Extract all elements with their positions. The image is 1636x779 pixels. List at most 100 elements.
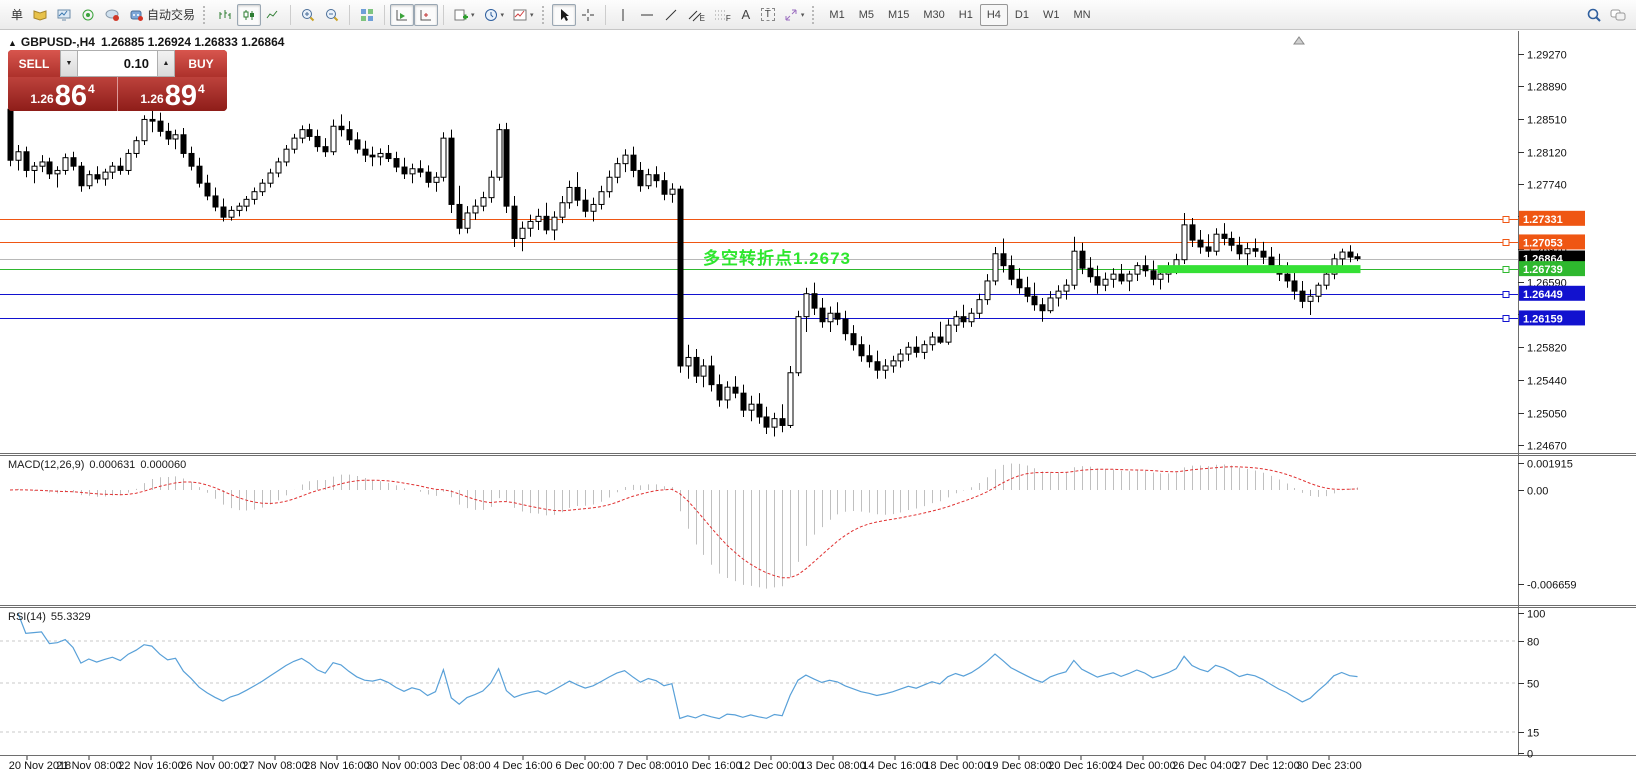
- tab-timeframe-d1[interactable]: D1: [1014, 8, 1029, 21]
- fibonacci-tool-button[interactable]: F: [709, 4, 735, 26]
- volume-increase-button[interactable]: ▲: [157, 50, 175, 77]
- buy-button[interactable]: BUY: [175, 50, 227, 77]
- data-window-icon[interactable]: [52, 4, 76, 26]
- label-tool-button[interactable]: T: [757, 4, 779, 26]
- templates-button[interactable]: ▾: [508, 4, 538, 26]
- tab-timeframe-m5[interactable]: M5: [858, 8, 874, 21]
- candle-body: [748, 403, 755, 411]
- channel-tool-button[interactable]: E: [683, 4, 709, 26]
- price-line-chip-label: 1.27053: [1523, 237, 1563, 249]
- candle-body: [172, 134, 179, 140]
- candle-body: [1307, 295, 1314, 302]
- candle-body: [251, 191, 258, 200]
- crosshair-tool-button[interactable]: [576, 4, 600, 26]
- highlight-zone[interactable]: [1157, 265, 1361, 274]
- volume-input[interactable]: 0.10: [78, 50, 157, 77]
- candle-body: [1094, 276, 1101, 286]
- candle-body: [393, 158, 400, 168]
- tab-timeframe-h4[interactable]: H4: [979, 3, 1008, 26]
- candle-body: [291, 137, 298, 150]
- buy-price-sup: 4: [197, 82, 205, 96]
- trendline-tool-button[interactable]: [659, 4, 683, 26]
- candle-body: [756, 403, 763, 418]
- candle-body: [204, 182, 211, 197]
- candle-body: [858, 344, 865, 357]
- rsi-line: [17, 612, 1358, 720]
- community-chat-icon[interactable]: [1606, 4, 1630, 26]
- add-indicator-button[interactable]: ▾: [449, 4, 479, 26]
- tab-timeframe-h1[interactable]: H1: [958, 8, 973, 21]
- price-tick-label: 1.25440: [1527, 376, 1567, 388]
- candlestick-mode-button[interactable]: [237, 3, 262, 26]
- time-axis-label: 6 Dec 00:00: [555, 760, 614, 772]
- line-drag-handle[interactable]: [1502, 315, 1510, 322]
- chart-shift-marker[interactable]: [1293, 36, 1305, 45]
- horizontal-line-tool-button[interactable]: [635, 4, 659, 26]
- tile-windows-button[interactable]: [355, 4, 379, 26]
- autotrading-button[interactable]: 自动交易: [124, 4, 199, 26]
- text-tool-button[interactable]: A: [741, 7, 751, 22]
- buy-price-display[interactable]: 1.26 89 4: [118, 77, 227, 111]
- zoom-in-button[interactable]: [296, 4, 320, 26]
- candle-body: [180, 134, 187, 154]
- candle-body: [39, 161, 46, 167]
- chart-symbol-label: GBPUSD-,H4: [20, 35, 95, 49]
- candle-body: [314, 135, 321, 148]
- line-drag-handle[interactable]: [1502, 266, 1510, 273]
- candle-body: [330, 125, 337, 153]
- candle-body: [141, 118, 148, 142]
- tab-timeframe-m1[interactable]: M1: [829, 8, 845, 21]
- candle-body: [1189, 224, 1196, 241]
- search-icon[interactable]: [1582, 4, 1606, 26]
- tab-timeframe-w1[interactable]: W1: [1042, 8, 1060, 21]
- rsi-tick-label: 15: [1527, 728, 1539, 740]
- candle-body: [496, 129, 503, 178]
- bar-chart-mode-button[interactable]: [213, 4, 237, 26]
- candle-body: [740, 392, 747, 411]
- dropdown-caret-icon: ▾: [471, 11, 475, 19]
- price-line-chip-label: 1.27331: [1523, 214, 1563, 226]
- navigator-icon[interactable]: [76, 4, 100, 26]
- candle-body: [669, 188, 676, 195]
- market-watch-icon[interactable]: [28, 4, 52, 26]
- chart-annotation[interactable]: 多空转折点1.2673: [703, 249, 851, 268]
- line-drag-handle[interactable]: [1502, 239, 1510, 246]
- tab-timeframe-m30[interactable]: M30: [923, 8, 945, 21]
- candle-body: [905, 346, 912, 355]
- price-tick-label: 1.25820: [1527, 343, 1567, 355]
- market-icon[interactable]: [100, 4, 124, 26]
- channel-sub-label: E: [699, 14, 705, 23]
- volume-decrease-button[interactable]: ▼: [60, 50, 78, 77]
- time-axis-label: 14 Dec 16:00: [862, 760, 927, 772]
- new-order-label: 单: [10, 8, 23, 22]
- line-drag-handle[interactable]: [1502, 216, 1510, 223]
- candle-body: [1299, 290, 1306, 302]
- zoom-out-button[interactable]: [320, 4, 344, 26]
- candle-body: [94, 174, 101, 180]
- collapse-icon[interactable]: ▲: [8, 38, 17, 48]
- cursor-tool-button[interactable]: [551, 3, 576, 26]
- auto-scroll-button[interactable]: [390, 3, 415, 26]
- line-chart-mode-button[interactable]: [261, 4, 285, 26]
- sell-price-display[interactable]: 1.26 86 4: [8, 77, 118, 111]
- sell-button[interactable]: SELL: [8, 50, 60, 77]
- line-drag-handle[interactable]: [1502, 291, 1510, 298]
- periods-button[interactable]: ▾: [479, 4, 509, 26]
- macd-tick-label: 0.001915: [1527, 459, 1573, 471]
- new-order-button[interactable]: 单: [6, 4, 28, 26]
- candle-body: [685, 356, 692, 367]
- candle-body: [890, 360, 897, 367]
- arrows-tool-button[interactable]: ▾: [779, 4, 809, 26]
- price-tick-label: 1.27740: [1527, 180, 1567, 192]
- vertical-line-tool-button[interactable]: [611, 4, 635, 26]
- macd-main-value: 0.000631: [89, 459, 136, 471]
- tab-timeframe-m15[interactable]: M15: [887, 8, 910, 21]
- candle-body: [1142, 265, 1149, 272]
- chart-shift-button[interactable]: [414, 3, 439, 26]
- tab-timeframe-mn[interactable]: MN: [1073, 8, 1091, 21]
- candle-body: [377, 152, 384, 158]
- candle-body: [299, 129, 306, 139]
- candle-body: [1244, 248, 1251, 255]
- candle-body: [1024, 287, 1031, 297]
- candle-body: [1079, 250, 1086, 269]
